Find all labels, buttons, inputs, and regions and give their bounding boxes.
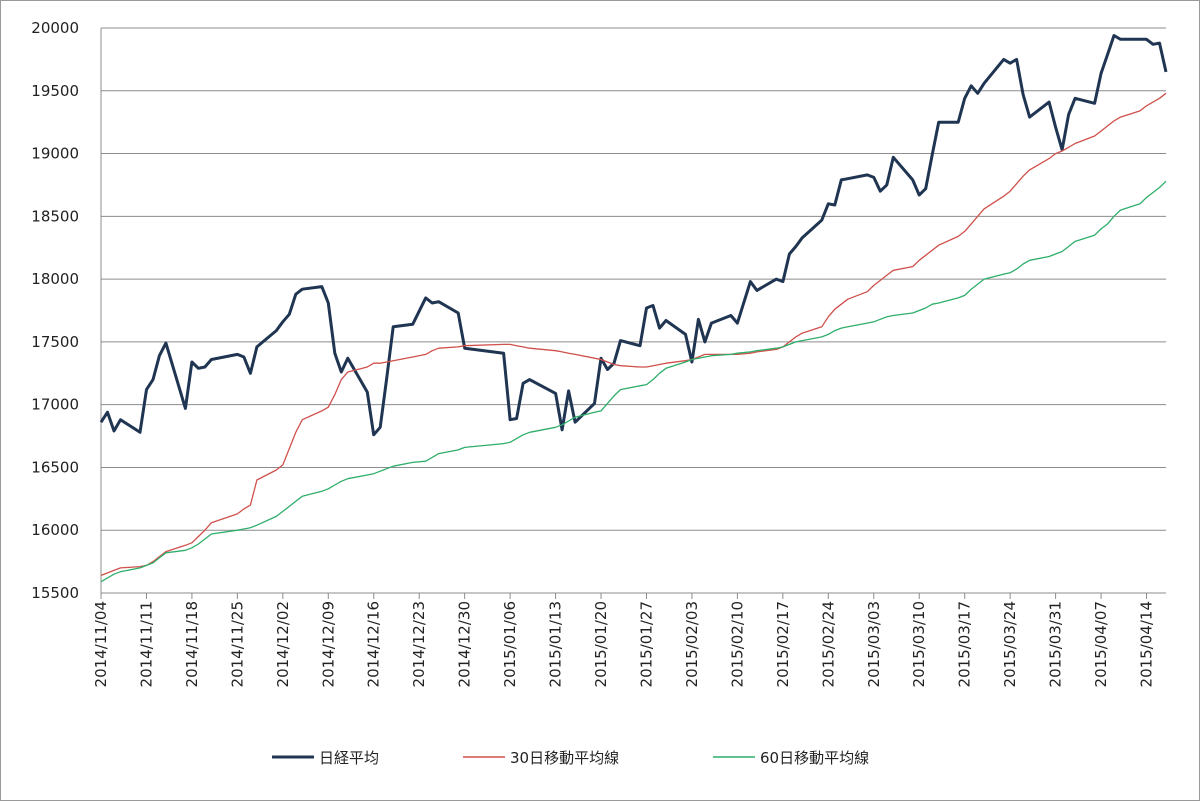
x-tick-label: 2015/04/14 bbox=[1138, 601, 1156, 687]
y-tick-label: 15500 bbox=[31, 584, 79, 602]
x-tick-label: 2015/01/13 bbox=[547, 601, 565, 687]
legend-label: 60日移動平均線 bbox=[760, 749, 869, 767]
series-line bbox=[99, 34, 1168, 437]
x-tick-label: 2015/03/31 bbox=[1047, 601, 1065, 687]
x-tick-label: 2015/03/24 bbox=[1001, 601, 1019, 687]
x-tick-label: 2014/12/30 bbox=[456, 601, 474, 687]
x-tick-label: 2015/03/10 bbox=[910, 601, 928, 687]
x-tick-label: 2015/01/27 bbox=[637, 601, 655, 687]
x-tick-label: 2014/11/25 bbox=[228, 601, 246, 687]
series-line bbox=[100, 92, 1167, 577]
x-tick-label: 2015/03/17 bbox=[956, 601, 974, 687]
y-tick-label: 19000 bbox=[31, 145, 79, 163]
x-tick-label: 2014/11/11 bbox=[137, 601, 155, 687]
series-line bbox=[100, 180, 1167, 583]
x-tick-label: 2014/12/16 bbox=[365, 601, 383, 687]
y-tick-label: 19500 bbox=[31, 82, 79, 100]
x-tick-label: 2015/02/10 bbox=[728, 601, 746, 687]
y-tick-label: 17500 bbox=[31, 333, 79, 351]
y-tick-label: 16500 bbox=[31, 458, 79, 476]
x-tick-label: 2015/04/07 bbox=[1092, 601, 1110, 687]
y-tick-label: 18500 bbox=[31, 207, 79, 225]
x-tick-label: 2015/03/03 bbox=[865, 601, 883, 687]
x-tick-label: 2014/12/02 bbox=[274, 601, 292, 687]
x-tick-label: 2014/11/18 bbox=[183, 601, 201, 687]
y-tick-label: 20000 bbox=[31, 19, 79, 37]
y-tick-label: 16000 bbox=[31, 521, 79, 539]
x-tick-label: 2015/01/20 bbox=[592, 601, 610, 687]
x-tick-label: 2015/02/24 bbox=[819, 601, 837, 687]
x-tick-label: 2014/12/09 bbox=[319, 601, 337, 687]
legend-label: 30日移動平均線 bbox=[510, 749, 619, 767]
x-tick-label: 2015/02/17 bbox=[774, 601, 792, 687]
x-tick-label: 2015/02/03 bbox=[683, 601, 701, 687]
y-tick-label: 17000 bbox=[31, 396, 79, 414]
y-tick-label: 18000 bbox=[31, 270, 79, 288]
x-tick-label: 2015/01/06 bbox=[501, 601, 519, 687]
legend-label: 日経平均 bbox=[319, 749, 379, 767]
x-tick-label: 2014/11/04 bbox=[92, 601, 110, 687]
x-tick-label: 2014/12/23 bbox=[410, 601, 428, 687]
